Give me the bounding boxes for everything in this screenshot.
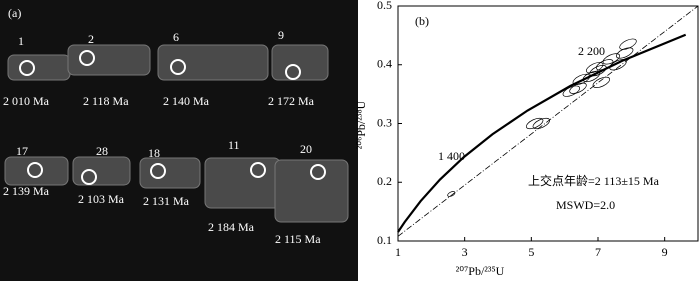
zircon-grain (274, 159, 349, 223)
analysis-ellipse (562, 85, 581, 97)
panel-label: (a) (8, 6, 21, 20)
concordia-curve (397, 33, 687, 233)
grain-number: 28 (96, 144, 108, 158)
grain-age: 2 118 Ma (83, 94, 129, 108)
grain-number: 1 (18, 34, 24, 48)
annotation: MSWD=2.0 (556, 198, 615, 212)
spot (310, 164, 326, 180)
grain-number: 18 (148, 146, 160, 160)
grain-number: 6 (173, 30, 179, 44)
zircon-grain (7, 54, 71, 81)
spot (27, 162, 43, 178)
grain-number: 2 (88, 32, 94, 46)
annotation: 1 400 (438, 149, 465, 163)
discordia-line (397, 5, 699, 237)
grain-age: 2 184 Ma (208, 220, 255, 234)
annotation: 2 200 (578, 44, 605, 58)
grain-age: 2 010 Ma (3, 94, 50, 108)
spot (79, 50, 95, 66)
spot (250, 162, 266, 178)
panel-label: (b) (415, 14, 429, 28)
x-axis-label: ²⁰⁷Pb/²³⁵U (456, 264, 505, 278)
grain-number: 9 (278, 28, 284, 42)
spot (19, 60, 35, 76)
grain-age: 2 139 Ma (3, 184, 50, 198)
annotation: 上交点年龄=2 113±15 Ma (528, 173, 660, 188)
analysis-ellipse (572, 73, 591, 86)
analysis-ellipse (609, 59, 627, 71)
y-tick-label: 0.4 (377, 57, 392, 71)
grain-number: 11 (228, 138, 240, 152)
analysis-ellipse (585, 62, 604, 74)
zircon-grain (4, 156, 69, 186)
x-tick-label: 7 (595, 245, 601, 259)
spot (150, 163, 166, 179)
analysis-ellipse (532, 117, 551, 130)
zircon-grain (139, 157, 201, 189)
grain-age: 2 172 Ma (268, 94, 315, 108)
grain-age: 2 103 Ma (78, 192, 125, 206)
y-tick-label: 0.3 (377, 115, 392, 129)
analysis-ellipse (619, 38, 637, 50)
spot (170, 59, 186, 75)
x-tick-label: 9 (662, 245, 668, 259)
y-tick-label: 0.1 (377, 233, 392, 247)
x-tick-label: 1 (395, 245, 401, 259)
analysis-ellipse (615, 47, 634, 59)
x-tick-label: 5 (528, 245, 534, 259)
zircon-grain (72, 156, 131, 186)
grain-number: 20 (300, 142, 312, 156)
analysis-ellipse (525, 117, 544, 130)
spot (285, 64, 301, 80)
zircon-grain (67, 44, 151, 76)
grain-age: 2 115 Ma (275, 232, 321, 246)
analysis-ellipse (602, 53, 621, 65)
y-tick-label: 0.2 (377, 174, 392, 188)
zircon-grain (157, 44, 269, 81)
analysis-ellipse (447, 191, 456, 197)
analysis-ellipse (592, 76, 611, 88)
x-tick-label: 3 (462, 245, 468, 259)
grain-number: 17 (16, 144, 28, 158)
y-axis-label: ²⁰⁶Pb/²³⁸U (354, 100, 368, 149)
zircon-grain (204, 157, 281, 209)
spot (81, 169, 97, 185)
grain-age: 2 140 Ma (163, 94, 210, 108)
y-tick-label: 0.5 (377, 0, 392, 12)
grain-age: 2 131 Ma (143, 194, 190, 208)
